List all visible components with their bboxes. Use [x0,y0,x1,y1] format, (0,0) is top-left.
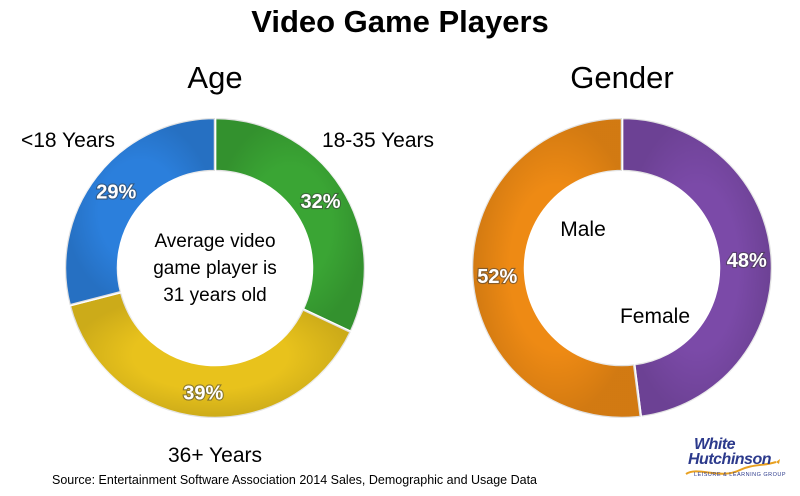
center-text-line: game player is [153,258,277,279]
percent-label: 29% [96,181,136,203]
chart-subtitle: Gender [570,60,673,95]
slice-shading [69,292,351,419]
category-label: 36+ Years [168,444,262,467]
source-note: Source: Entertainment Software Associati… [52,473,537,487]
percent-label: 32% [301,191,341,213]
logo-line1: White [694,436,736,453]
slice-shading [64,118,215,306]
logo-line2: Hutchinson [688,451,772,468]
category-label: Male [560,218,606,241]
center-text-line: Average video [154,231,275,252]
donut-chart-2: Gender 48% Female 52% Male [470,60,774,420]
category-label: 18-35 Years [322,129,434,152]
category-label: <18 Years [21,129,115,152]
white-hutchinson-logo: White Hutchinson LEISURE & LEARNING GROU… [680,436,790,492]
donut-chart-1: Age 32% 18-35 Years 39% 36+ Years 29% <18 Year… [21,60,434,467]
center-text-line: 31 years old [163,285,267,306]
slice-shading [215,118,366,332]
category-label: Female [620,305,690,328]
percent-label: 52% [477,266,517,288]
slice-shading [472,118,641,418]
percent-label: 39% [183,382,223,404]
logo-tagline: LEISURE & LEARNING GROUP [694,472,787,478]
chart-subtitle: Age [187,60,242,95]
percent-label: 48% [727,250,767,272]
chart-title: Video Game Players [251,4,549,39]
slice-shading [622,118,773,417]
